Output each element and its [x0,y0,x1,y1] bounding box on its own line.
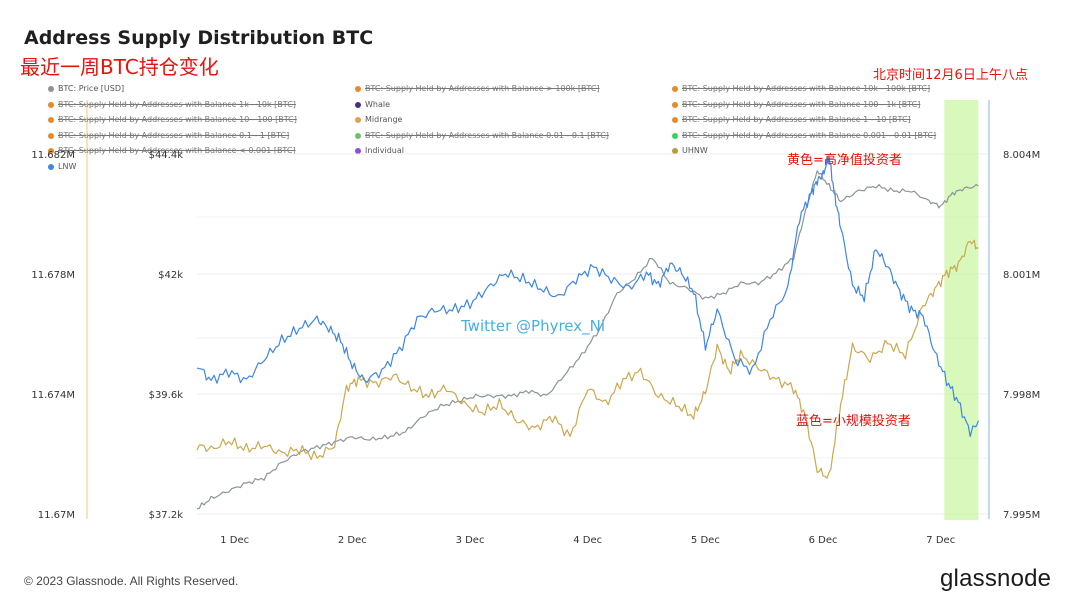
legend-dot-icon [355,117,361,123]
legend-dot-icon [355,101,361,108]
legend-item[interactable]: BTC: Price [USD] [48,84,124,94]
legend-dot-icon [355,86,361,92]
legend-label: BTC: Supply Held by Addresses with Balan… [365,84,600,93]
legend-label: BTC: Supply Held by Addresses with Balan… [682,115,911,124]
legend-dot-icon [48,101,54,108]
legend-label: Individual [365,146,404,155]
legend-dot-icon [672,101,678,108]
y-tick-label-left: 11.674M [31,390,75,401]
glassnode-logo[interactable]: glassnode [940,565,1052,592]
legend-label: BTC: Supply Held by Addresses with Balan… [58,99,296,109]
y-tick-label-right: 7.995M [1003,510,1040,521]
legend-dot-icon [48,117,54,123]
legend-item[interactable]: BTC: Supply Held by Addresses with Balan… [48,100,296,110]
chart-title: Address Supply Distribution BTC [24,27,374,49]
legend-item[interactable]: UHNW [672,146,708,156]
x-tick-label: 7 Dec [926,535,955,546]
y-tick-label-price: $39.6k [149,390,184,401]
legend-dot-icon [48,148,54,154]
series-line [196,170,979,510]
annotation-time-note: 北京时间12月6日上午八点 [873,68,1028,83]
y-tick-label-price: $42k [158,270,183,281]
legend-dot-icon [672,86,678,92]
chart-subtitle-cn: 最近一周BTC持仓变化 [20,55,219,79]
x-tick-label: 1 Dec [220,535,249,546]
legend-label: BTC: Supply Held by Addresses with Balan… [682,99,921,109]
x-tick-label: 5 Dec [691,535,720,546]
y-tick-label-left: 11.682M [31,150,75,161]
series-line [196,155,979,438]
legend-item[interactable]: BTC: Supply Held by Addresses with Balan… [48,115,297,125]
legend-dot-icon [355,132,361,139]
annotation-blue-note: 蓝色=小规模投资者 [796,414,911,429]
legend-item[interactable]: BTC: Supply Held by Addresses with Balan… [672,100,920,110]
x-tick-label: 6 Dec [809,535,838,546]
legend-label: UHNW [682,146,708,155]
legend-item[interactable]: Individual [355,146,404,156]
legend-label: BTC: Supply Held by Addresses with Balan… [58,130,290,140]
legend-label: BTC: Supply Held by Addresses with Balan… [682,84,931,93]
legend-item[interactable]: BTC: Supply Held by Addresses with Balan… [48,146,296,156]
legend-dot-icon [672,117,678,123]
watermark-text: Twitter @Phyrex_Ni [461,317,606,335]
legend-dot-icon [672,148,678,154]
x-tick-label: 4 Dec [573,535,602,546]
legend-label: BTC: Price [USD] [58,84,125,93]
legend-dot-icon [48,86,54,92]
legend-item[interactable]: BTC: Supply Held by Addresses with Balan… [672,115,911,125]
chart-grid [197,153,989,515]
legend-item[interactable]: BTC: Supply Held by Addresses with Balan… [355,131,609,141]
legend-label: BTC: Supply Held by Addresses with Balan… [682,130,937,140]
legend-dot-icon [672,132,678,139]
legend-dot-icon [48,163,54,170]
legend-item[interactable]: BTC: Supply Held by Addresses with Balan… [48,131,289,141]
annotation-yellow-note: 黄色=高净值投资者 [787,153,902,168]
legend-item[interactable]: BTC: Supply Held by Addresses with Balan… [672,84,930,94]
series-line [196,239,979,479]
y-tick-label-left: 11.678M [31,270,75,281]
legend-item[interactable]: Midrange [355,115,402,125]
chart-legend: BTC: Price [USD] BTC: Supply Held by Addr… [48,84,1008,174]
legend-item[interactable]: BTC: Supply Held by Addresses with Balan… [672,131,936,141]
legend-label: Whale [365,99,391,109]
legend-item[interactable]: Whale [355,100,390,110]
y-tick-label-price: $44.4k [149,150,184,161]
legend-label: BTC: Supply Held by Addresses with Balan… [58,115,297,124]
legend-label: Midrange [365,115,403,124]
y-tick-label-right: 8.001M [1003,270,1040,281]
footer-copyright: © 2023 Glassnode. All Rights Reserved. [24,574,239,588]
legend-label: BTC: Supply Held by Addresses with Balan… [365,130,609,140]
legend-label: BTC: Supply Held by Addresses with Balan… [58,146,296,155]
legend-label: LNW [58,161,77,171]
y-tick-label-right: 7.998M [1003,390,1040,401]
legend-dot-icon [355,148,361,154]
y-tick-label-right: 8.004M [1003,150,1040,161]
y-tick-label-price: $37.2k [149,510,184,521]
highlight-region [944,100,979,520]
x-tick-label: 3 Dec [456,535,485,546]
legend-dot-icon [48,132,54,139]
legend-item[interactable]: LNW [48,162,76,172]
legend-item[interactable]: BTC: Supply Held by Addresses with Balan… [355,84,600,94]
y-tick-label-left: 11.67M [38,510,75,521]
x-tick-label: 2 Dec [338,535,367,546]
